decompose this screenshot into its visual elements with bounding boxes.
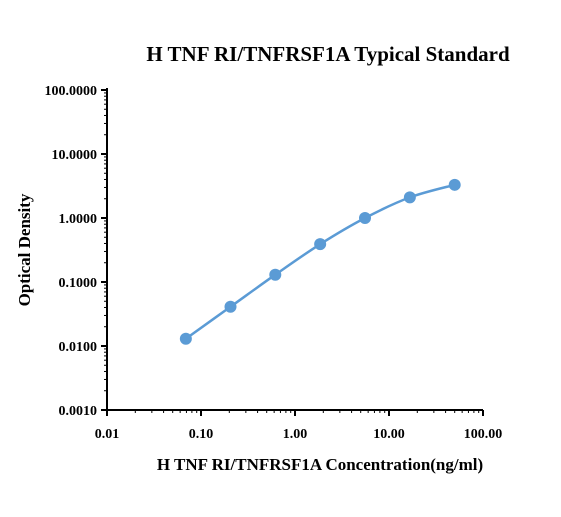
y-tick-label: 100.0000	[45, 84, 98, 99]
axes: 0.0010 0.0100 0.1000 1.0000 10.0000 100.0000 0…	[45, 84, 503, 442]
y-axis-title: Optical Density	[15, 193, 34, 306]
y-tick-label: 1.0000	[59, 212, 98, 227]
data-point	[448, 178, 461, 191]
series-line	[185, 183, 456, 340]
data-point	[314, 238, 327, 251]
y-tick-label: 0.1000	[59, 276, 98, 291]
data-point	[403, 191, 416, 204]
x-tick-label: 1.00	[283, 427, 308, 442]
data-point	[269, 268, 282, 281]
x-tick-label: 100.00	[464, 427, 503, 442]
y-tick-label: 0.0100	[59, 340, 98, 355]
data-point	[179, 332, 192, 345]
data-point	[224, 300, 237, 313]
x-tick-label: 0.01	[95, 427, 120, 442]
y-tick-label: 10.0000	[52, 148, 98, 163]
x-tick-label: 10.00	[373, 427, 405, 442]
y-tick-label: 0.0010	[59, 404, 98, 419]
plot-area	[179, 178, 461, 345]
x-tick-label: 0.10	[189, 427, 214, 442]
x-axis-title: H TNF RI/TNFRSF1A Concentration(ng/ml)	[157, 455, 483, 474]
chart-title: H TNF RI/TNFRSF1A Typical Standard	[146, 42, 510, 66]
data-point	[359, 212, 372, 224]
